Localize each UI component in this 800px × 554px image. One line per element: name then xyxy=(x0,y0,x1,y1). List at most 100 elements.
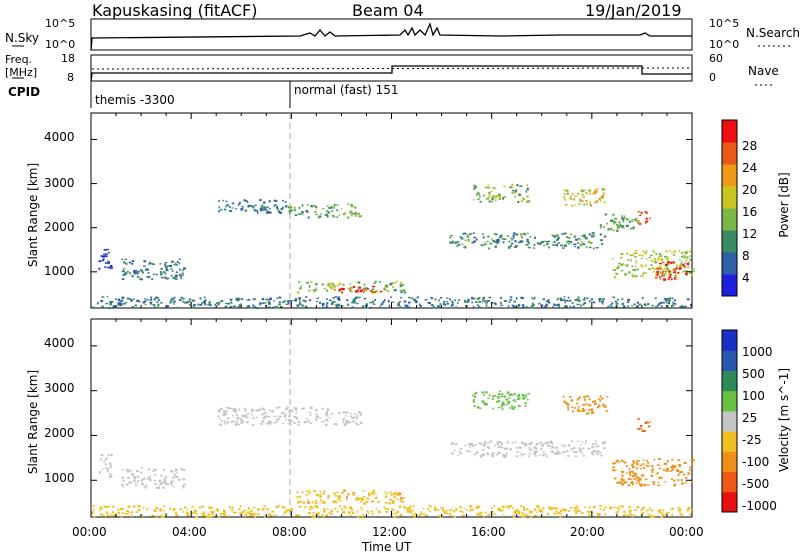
power-cell xyxy=(658,276,662,278)
velocity-cell xyxy=(555,447,558,449)
power-cell xyxy=(104,255,108,257)
power-cell xyxy=(533,244,536,246)
velocity-cell xyxy=(385,511,388,513)
power-cell xyxy=(539,242,542,245)
velocity-cell xyxy=(309,506,313,508)
power-cell xyxy=(353,286,356,288)
power-cell xyxy=(631,304,633,307)
power-cell xyxy=(442,303,446,305)
velocity-colorbar-segment xyxy=(722,410,737,432)
velocity-cell xyxy=(578,397,581,399)
velocity-cell xyxy=(519,505,523,507)
power-cell xyxy=(311,206,314,208)
velocity-cell xyxy=(396,494,400,496)
velocity-cell xyxy=(637,479,640,481)
velocity-cell xyxy=(305,490,308,493)
velocity-cell xyxy=(596,445,599,448)
power-cell xyxy=(222,199,225,202)
velocity-cell xyxy=(99,458,102,461)
velocity-cell xyxy=(677,507,680,509)
velocity-cell xyxy=(582,447,585,450)
velocity-cell xyxy=(556,453,558,455)
power-cell xyxy=(167,277,170,280)
power-cell xyxy=(645,222,647,224)
velocity-colorbar-segment xyxy=(722,491,737,513)
velocity-cell xyxy=(284,418,287,421)
power-cell xyxy=(123,262,126,264)
power-cell xyxy=(249,204,253,207)
power-cell xyxy=(609,227,613,231)
velocity-cell xyxy=(408,507,411,510)
power-cell xyxy=(451,241,454,244)
velocity-cell xyxy=(109,465,112,468)
velocity-cell xyxy=(174,475,178,478)
velocity-cell xyxy=(521,454,524,457)
power-cell xyxy=(247,204,250,207)
power-cell xyxy=(544,305,548,308)
velocity-cell xyxy=(665,470,669,472)
velocity-cell xyxy=(306,498,309,501)
velocity-cell xyxy=(466,509,468,511)
velocity-cell xyxy=(454,442,458,446)
power-cell xyxy=(112,305,115,308)
power-cell xyxy=(416,297,419,299)
velocity-cell xyxy=(371,500,374,503)
velocity-cell xyxy=(298,501,302,503)
velocity-cell xyxy=(505,454,508,457)
power-cell xyxy=(484,242,487,246)
power-cell xyxy=(114,305,117,308)
power-cell xyxy=(430,297,434,300)
power-cell xyxy=(482,296,486,299)
power-cell xyxy=(564,198,566,201)
power-cell xyxy=(517,241,521,244)
power-cell xyxy=(248,298,251,301)
power-cell xyxy=(604,213,608,216)
power-cell xyxy=(346,299,349,302)
velocity-cell xyxy=(574,406,576,410)
power-cell xyxy=(151,278,154,280)
velocity-cell xyxy=(366,501,369,504)
power-cell xyxy=(664,255,667,258)
power-cell xyxy=(325,306,328,308)
power-cell xyxy=(665,270,668,273)
velocity-cell xyxy=(637,418,640,420)
power-cell xyxy=(92,306,95,309)
power-cell xyxy=(629,220,631,224)
power-cell xyxy=(569,241,573,243)
velocity-cell xyxy=(501,407,504,411)
velocity-cell xyxy=(587,447,591,450)
velocity-cell xyxy=(500,510,503,512)
velocity-cell xyxy=(161,515,165,518)
power-cell xyxy=(314,283,317,286)
velocity-cell xyxy=(649,421,651,423)
velocity-cell xyxy=(490,512,493,515)
power-cell xyxy=(298,298,301,301)
power-cell xyxy=(227,302,230,305)
velocity-cell xyxy=(338,495,342,498)
velocity-cell xyxy=(588,506,591,509)
velocity-cell xyxy=(272,410,275,412)
velocity-cell xyxy=(487,442,489,445)
power-cell xyxy=(365,289,368,292)
velocity-cell xyxy=(249,512,251,515)
power-cell xyxy=(312,204,315,207)
velocity-cell xyxy=(159,514,163,517)
velocity-cell xyxy=(639,464,643,467)
velocity-cell xyxy=(684,481,687,484)
velocity-cell xyxy=(244,407,246,410)
power-cell xyxy=(214,303,216,306)
velocity-cell xyxy=(534,451,537,454)
power-cell xyxy=(589,192,591,195)
power-cell xyxy=(326,302,329,305)
power-cell xyxy=(644,271,647,274)
velocity-cell xyxy=(628,509,632,512)
velocity-cell xyxy=(98,471,101,474)
power-cell xyxy=(101,259,104,262)
power-cell xyxy=(374,298,376,301)
velocity-cell xyxy=(657,509,661,512)
power-cell xyxy=(355,296,358,299)
power-cell xyxy=(136,273,139,275)
power-cell xyxy=(191,299,195,302)
velocity-cell xyxy=(683,473,686,476)
power-cell xyxy=(324,214,328,216)
